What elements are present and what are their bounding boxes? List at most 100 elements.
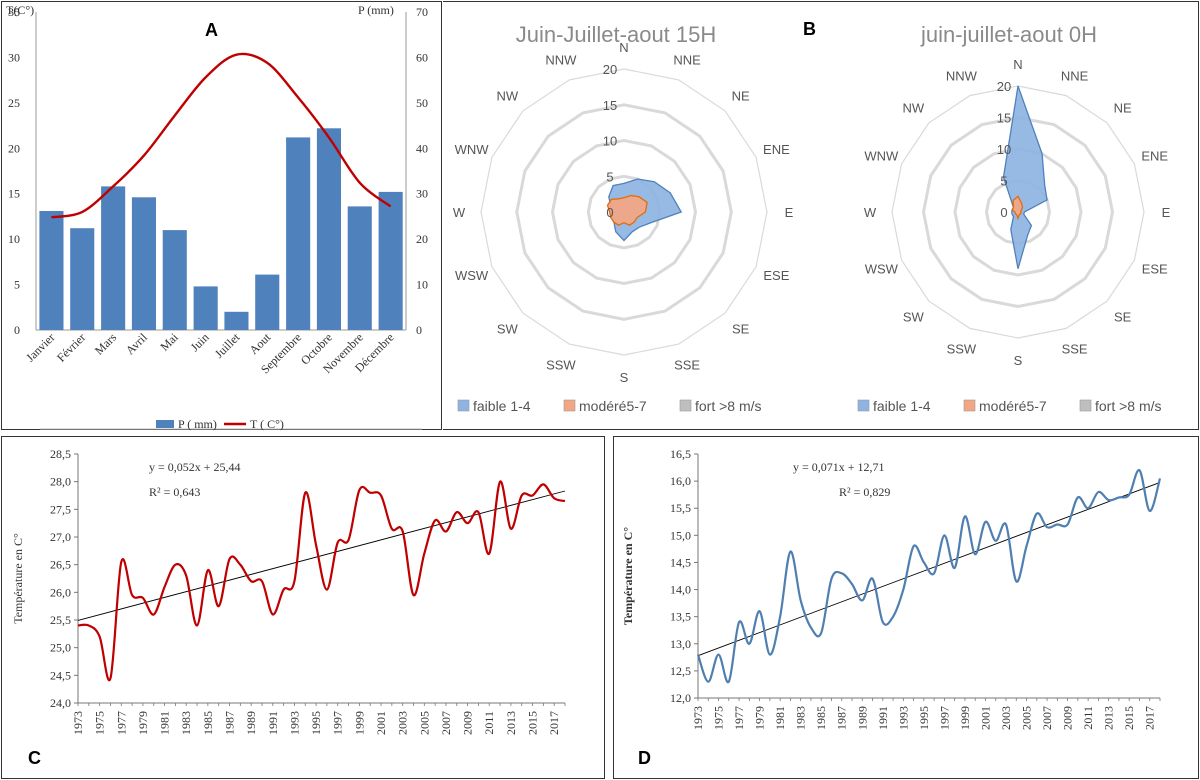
direction-label: ENE	[763, 142, 790, 157]
precip-bar	[316, 128, 341, 330]
y-tick-label: 12,5	[670, 664, 691, 678]
y-tick-label: 16,5	[670, 447, 691, 461]
direction-label: SW	[497, 322, 519, 337]
x-tick-label: 1977	[114, 711, 128, 735]
y-tick-label: 13,5	[670, 610, 691, 624]
precip-bar	[131, 197, 156, 330]
radar-grid-ring	[891, 85, 1145, 339]
direction-label: SE	[1114, 310, 1132, 325]
x-tick-label: 1995	[917, 706, 931, 730]
x-tick-label: 1981	[158, 711, 172, 735]
legend-label-modere: modéré5-7	[979, 398, 1047, 414]
direction-label: W	[864, 205, 877, 220]
y2-tick-label: 30	[416, 187, 428, 201]
y-tick-label: 26,5	[50, 558, 71, 572]
direction-label: SE	[732, 322, 750, 337]
y-axis-label: Température en C°	[621, 527, 635, 625]
y-tick-label: 16,0	[670, 474, 691, 488]
x-tick-label: 2005	[417, 711, 431, 735]
legend-swatch-modere	[563, 399, 576, 412]
legend-label-faible: faible 1-4	[473, 398, 531, 414]
legend-swatch-faible	[857, 399, 870, 412]
y2-tick-label: 60	[416, 50, 428, 64]
x-tick-label: 1993	[287, 711, 301, 735]
direction-label: S	[620, 370, 629, 385]
x-tick-label: Juillet	[212, 330, 243, 361]
direction-label: N	[619, 40, 628, 55]
x-tick-label: 2015	[1122, 706, 1136, 730]
x-tick-label: 2017	[1143, 706, 1157, 730]
x-tick-label: 1997	[937, 706, 951, 730]
precip-bar	[378, 191, 403, 330]
x-tick-label: 1999	[958, 706, 972, 730]
x-tick-label: 1973	[71, 711, 85, 735]
x-tick-label: Aout	[247, 330, 274, 357]
direction-label: WNW	[864, 148, 899, 163]
radar-series-modere	[606, 194, 648, 226]
panel-b-wind-roses: B Juin-Juillet-aout 15H 0 5 10 15 20 N NNE NE ENE…	[443, 1, 1199, 430]
radar-tick-label: 0	[1000, 205, 1007, 220]
direction-label: N	[1013, 57, 1022, 72]
radar-tick-label: 5	[606, 169, 613, 184]
x-tick-label: 1983	[794, 706, 808, 730]
y-tick-label: 5	[14, 278, 20, 292]
x-tick-label: 1975	[93, 711, 107, 735]
temperature-series-line	[77, 480, 566, 682]
direction-label: SSW	[947, 342, 977, 357]
chart-a-svg: A T(C°) P (mm) 0 5 10 15 20 25 30 35 0 10 20 30 40 50 60…	[6, 3, 428, 431]
x-tick-label: 1989	[244, 711, 258, 735]
x-tick-label: Juin	[188, 330, 212, 354]
radar-tick-label: 15	[997, 111, 1011, 126]
precip-bar	[39, 211, 64, 330]
x-tick-label: 2013	[504, 711, 518, 735]
precip-bar	[224, 311, 249, 330]
x-tick-label: 2001	[374, 711, 388, 735]
trend-equation: y = 0,071x + 12,71	[793, 460, 885, 474]
trend-equation: y = 0,052x + 25,44	[149, 460, 241, 474]
legend-label-fort: fort >8 m/s	[695, 398, 762, 414]
y2-axis-label: P (mm)	[358, 3, 394, 17]
panel-c-temperature-series: C 24,0 24,5 25,0 25,5 26,0 26,5 27,0 27,5 28,0 28…	[1, 436, 605, 779]
x-tick-label: 1987	[223, 711, 237, 735]
radar-title: Juin-Juillet-aout 15H	[516, 22, 717, 47]
y-tick-label: 27,5	[50, 502, 71, 516]
precip-bar	[347, 206, 372, 330]
direction-label: E	[785, 205, 794, 220]
x-tick-label: 2007	[439, 711, 453, 735]
direction-label: SW	[903, 310, 925, 325]
y2-tick-label: 40	[416, 141, 428, 155]
chart-b-svg: B Juin-Juillet-aout 15H05101520NNNENEENE…	[453, 19, 1171, 414]
legend-swatch-fort	[1079, 399, 1092, 412]
trend-r2: R² = 0,829	[839, 485, 890, 499]
x-tick-label: 1985	[201, 711, 215, 735]
direction-label: WSW	[455, 268, 489, 283]
legend-label-temp: T ( C°)	[250, 417, 284, 431]
direction-label: NE	[1114, 100, 1132, 115]
chart-c-svg: C 24,0 24,5 25,0 25,5 26,0 26,5 27,0 27,5 28,0 28…	[11, 447, 566, 768]
radar-grid-ring	[550, 138, 698, 286]
precip-bar	[286, 137, 311, 330]
x-tick-label: 2011	[1081, 706, 1095, 730]
y-tick-label: 24,0	[50, 696, 71, 710]
y-tick-label: 14,0	[670, 583, 691, 597]
x-tick-label: 1983	[179, 711, 193, 735]
precip-bar	[101, 186, 126, 330]
panel-label-c: C	[28, 748, 41, 768]
radar-grid-ring	[480, 68, 768, 356]
legend-label-fort: fort >8 m/s	[1095, 398, 1162, 414]
temperature-line	[51, 52, 392, 219]
y-tick-label: 13,0	[670, 637, 691, 651]
panel-label-b: B	[803, 19, 816, 39]
panel-label-a: A	[205, 20, 218, 40]
trend-line	[77, 490, 566, 621]
direction-label: NW	[496, 88, 518, 103]
y-tick-label: 25,0	[50, 641, 71, 655]
direction-label: WSW	[865, 262, 899, 277]
y-axis-label: T(C°)	[6, 3, 34, 17]
x-tick-label: 2015	[526, 711, 540, 735]
legend-label-faible: faible 1-4	[873, 398, 931, 414]
x-tick-label: 1985	[814, 706, 828, 730]
y2-tick-label: 50	[416, 96, 428, 110]
panel-d-temperature-series: D 12,0 12,5 13,0 13,5 14,0 14,5 15,0 15,5 16,0 16…	[613, 436, 1199, 779]
y-tick-label: 26,0	[50, 585, 71, 599]
